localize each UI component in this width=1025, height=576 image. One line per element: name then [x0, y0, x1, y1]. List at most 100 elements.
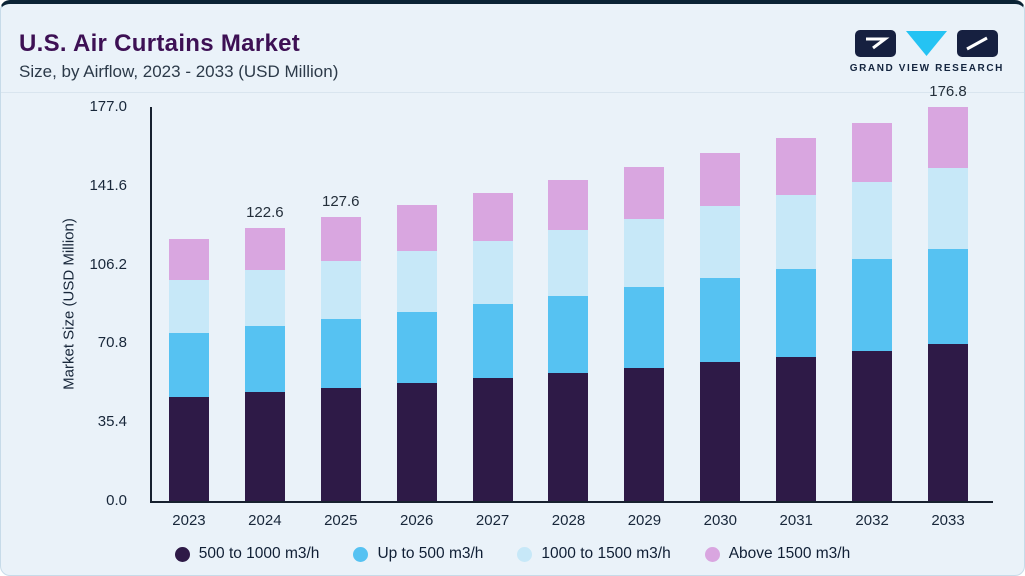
bar-segment — [852, 259, 893, 351]
bar-column: 2031 — [758, 107, 834, 529]
bar-stack — [472, 192, 513, 501]
bar-segment — [168, 239, 209, 280]
bar-segment — [396, 250, 437, 312]
bar-segment — [776, 268, 817, 357]
bar-stack — [852, 123, 893, 501]
x-tick-label: 2023 — [172, 512, 206, 529]
bar-stack — [244, 228, 285, 501]
bar-segment — [928, 344, 969, 501]
bar-column: 2030 — [682, 107, 758, 529]
bar-value-label: 122.6 — [246, 204, 284, 222]
legend-dot — [704, 546, 720, 562]
bar-segment — [244, 270, 285, 327]
x-tick-label: 2028 — [551, 512, 586, 529]
x-axis-line — [150, 501, 993, 503]
x-tick-label: 2032 — [855, 512, 889, 529]
y-tick-label: 70.8 — [97, 334, 127, 352]
y-axis: 0.0 35.4 70.8 106.2 141.6 177.0 — [1, 98, 139, 509]
bar-stack — [396, 204, 437, 501]
bar-segment — [928, 249, 969, 345]
bar-value-label: 127.6 — [321, 192, 360, 210]
brand-logo-text: GRAND VIEW RESEARCH — [849, 63, 1004, 74]
bar-segment — [624, 367, 665, 501]
legend-label: 500 to 1000 m3/h — [198, 545, 320, 562]
legend-label: 1000 to 1500 m3/h — [541, 545, 671, 562]
bar-stack — [700, 152, 741, 501]
bar-segment — [852, 181, 893, 260]
x-tick-label: 2033 — [931, 512, 965, 529]
bar-column: 176.8 2033 — [910, 83, 986, 529]
bar-column: 2026 — [379, 107, 455, 529]
bar-segment — [700, 362, 741, 501]
bar-stack — [548, 179, 589, 501]
bar-segment — [852, 123, 893, 182]
x-tick-label: 2025 — [324, 512, 358, 529]
x-tick-label: 2030 — [703, 512, 737, 529]
bar-segment — [852, 350, 893, 501]
bar-stack — [320, 216, 361, 501]
bar-segment — [776, 356, 817, 501]
bar-segment — [548, 295, 589, 374]
bar-column: 2023 — [151, 107, 227, 529]
bar-value-label: 176.8 — [929, 83, 967, 101]
bar-segment — [396, 383, 437, 501]
bar-segment — [700, 206, 741, 278]
bar-segment — [776, 138, 817, 195]
bar-column: 127.6 2025 — [303, 107, 379, 529]
bar-segment — [320, 387, 361, 501]
legend-item: 1000 to 1500 m3/h — [517, 545, 671, 563]
x-tick-label: 2024 — [248, 512, 282, 529]
bar-segment — [168, 333, 209, 397]
legend-dot — [174, 546, 190, 562]
bar-segment — [928, 107, 969, 169]
legend-dot — [353, 546, 369, 562]
y-tick-label: 106.2 — [89, 255, 127, 273]
bar-segment — [244, 326, 285, 393]
bar-stack — [776, 138, 817, 501]
bar-segment — [776, 194, 817, 269]
bar-segment — [320, 260, 361, 320]
bar-segment — [472, 192, 513, 241]
legend-label: Up to 500 m3/h — [377, 545, 484, 562]
y-axis-line — [150, 107, 152, 503]
bar-column: 2027 — [455, 107, 531, 529]
legend-label: Above 1500 m3/h — [728, 545, 851, 562]
bar-segment — [472, 240, 513, 304]
brand-logo: GRAND VIEW RESEARCH — [850, 30, 1004, 74]
y-tick-label: 141.6 — [89, 176, 127, 194]
bar-stack — [624, 166, 665, 501]
brand-logo-icon — [855, 30, 999, 57]
x-tick-label: 2026 — [399, 512, 434, 529]
bar-segment — [700, 152, 741, 207]
bar-stack — [168, 239, 209, 501]
bar-segment — [548, 229, 589, 296]
legend-item: Up to 500 m3/h — [353, 545, 483, 563]
legend-dot — [517, 546, 533, 562]
header-divider — [1, 92, 1024, 93]
bar-column: 2029 — [606, 107, 682, 529]
bar-column: 2032 — [834, 107, 910, 529]
bar-column: 122.6 2024 — [227, 107, 303, 529]
x-tick-label: 2027 — [475, 512, 510, 529]
y-tick-label: 177.0 — [89, 98, 127, 115]
bar-segment — [396, 204, 437, 251]
bar-segment — [700, 277, 741, 363]
y-tick-label: 0.0 — [106, 492, 127, 509]
bar-column: 2028 — [531, 107, 607, 529]
bar-segment — [548, 373, 589, 501]
bar-segment — [624, 166, 665, 219]
bars-container: 2023 122.6 2024 127.6 2025 2026 2027 2028 2029 20… — [151, 83, 986, 529]
bar-segment — [928, 168, 969, 250]
bar-stack — [928, 107, 969, 501]
bar-segment — [168, 279, 209, 334]
bar-segment — [472, 378, 513, 501]
legend-item: Above 1500 m3/h — [704, 545, 851, 563]
bar-segment — [320, 319, 361, 388]
bar-segment — [244, 228, 285, 271]
page-title: U.S. Air Curtains Market — [19, 30, 301, 57]
bar-segment — [624, 287, 665, 368]
x-tick-label: 2029 — [627, 512, 662, 529]
bar-segment — [548, 179, 589, 230]
legend-item: 500 to 1000 m3/h — [174, 545, 320, 563]
bar-segment — [472, 303, 513, 379]
